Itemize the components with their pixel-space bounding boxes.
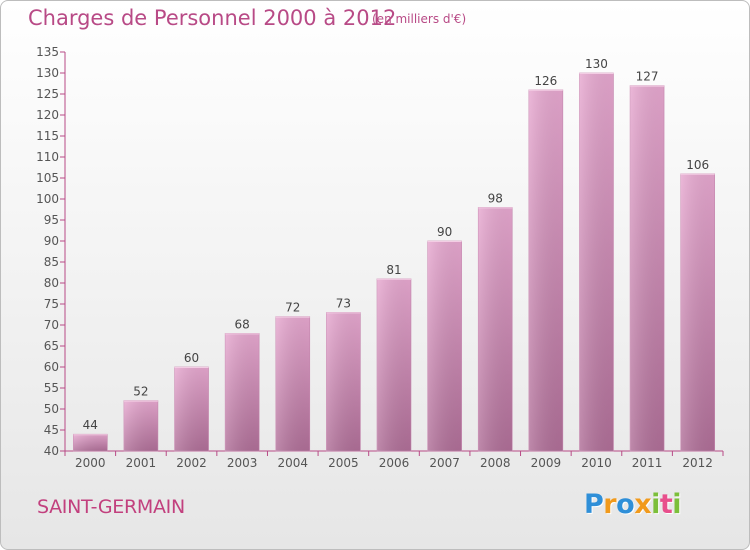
bar-highlight xyxy=(427,241,462,451)
bar-value-label: 106 xyxy=(686,158,709,172)
bar-highlight xyxy=(630,85,665,451)
y-tick-label: 135 xyxy=(36,45,59,59)
y-tick-label: 80 xyxy=(44,276,59,290)
chart-subtitle: (en milliers d'€) xyxy=(372,12,467,26)
bar-highlight xyxy=(579,73,614,451)
x-tick-label: 2001 xyxy=(126,456,157,470)
x-tick-label: 2007 xyxy=(429,456,460,470)
y-tick-label: 70 xyxy=(44,318,59,332)
x-tick-label: 2011 xyxy=(632,456,663,470)
x-axis: 2000 2001 2002 2003 2004 2005 2006 2007 2008 2009… xyxy=(64,450,724,470)
bar-highlight xyxy=(73,434,108,451)
y-axis: 40 45 50 55 60 65 70 75 80 85 90 95 100 105 110 115 120 1… xyxy=(36,45,66,458)
logo-letter: o xyxy=(616,489,635,520)
y-tick-label: 115 xyxy=(36,129,59,143)
bar-value-label: 72 xyxy=(285,301,300,315)
bar-highlight xyxy=(174,367,209,451)
bar-value-label: 98 xyxy=(488,191,503,205)
bar-value-label: 68 xyxy=(235,317,250,331)
bar-value-label: 52 xyxy=(133,385,148,399)
bar-value-label: 130 xyxy=(585,57,608,71)
bar-value-label: 127 xyxy=(636,70,659,84)
bar-highlight xyxy=(377,278,411,451)
y-tick-label: 120 xyxy=(36,108,59,122)
y-tick-label: 95 xyxy=(44,213,59,227)
logo-letter: r xyxy=(603,489,617,520)
y-tick-label: 75 xyxy=(44,297,59,311)
bar-highlight xyxy=(680,173,715,452)
x-tick-label: 2008 xyxy=(480,456,511,470)
x-tick-label: 2005 xyxy=(328,456,359,470)
bar-highlight xyxy=(225,333,260,451)
proxiti-logo[interactable]: Proxiti xyxy=(584,489,682,520)
y-tick-label: 130 xyxy=(36,66,59,80)
x-tick-label: 2012 xyxy=(682,456,713,470)
bar-highlight xyxy=(326,312,361,451)
bar-highlight xyxy=(275,316,310,451)
bar-highlight xyxy=(478,207,513,451)
y-tick-label: 85 xyxy=(44,255,59,269)
x-tick-label: 2002 xyxy=(176,456,207,470)
y-tick-label: 105 xyxy=(36,171,59,185)
x-tick-label: 2006 xyxy=(379,456,410,470)
logo-letter: x xyxy=(634,489,652,520)
x-tick-label: 2004 xyxy=(277,456,308,470)
y-tick-label: 100 xyxy=(36,192,59,206)
commune-name: SAINT-GERMAIN xyxy=(37,496,185,518)
chart-title: Charges de Personnel 2000 à 2012 xyxy=(28,6,397,30)
bar-value-label: 126 xyxy=(534,74,557,88)
bar-highlight xyxy=(123,400,158,451)
x-tick-label: 2003 xyxy=(227,456,258,470)
x-tick-label: 2000 xyxy=(75,456,106,470)
y-tick-label: 90 xyxy=(44,234,59,248)
bar-value-label: 90 xyxy=(437,225,452,239)
y-tick-label: 60 xyxy=(44,360,59,374)
y-tick-label: 50 xyxy=(44,402,59,416)
x-tick-label: 2010 xyxy=(581,456,612,470)
logo-letter: i xyxy=(651,489,660,520)
y-tick-label: 45 xyxy=(44,423,59,437)
logo-letter: i xyxy=(672,489,682,520)
y-tick-label: 40 xyxy=(44,444,59,458)
y-tick-label: 125 xyxy=(36,87,59,101)
bar-value-label: 73 xyxy=(336,296,351,310)
bar-value-label: 60 xyxy=(184,351,199,365)
value-labels: 44 52 60 68 72 73 81 90 98 126 130 127 106 xyxy=(83,57,709,432)
y-tick-label: 65 xyxy=(44,339,59,353)
y-tick-label: 55 xyxy=(44,381,59,395)
logo-letter: P xyxy=(584,489,604,520)
x-tick-label: 2009 xyxy=(531,456,562,470)
y-tick-label: 110 xyxy=(36,150,59,164)
bar-value-label: 81 xyxy=(386,263,401,277)
bar-highlight xyxy=(528,89,563,452)
bars xyxy=(73,72,715,452)
bar-value-label: 44 xyxy=(83,418,98,432)
logo-letter: t xyxy=(659,489,673,520)
